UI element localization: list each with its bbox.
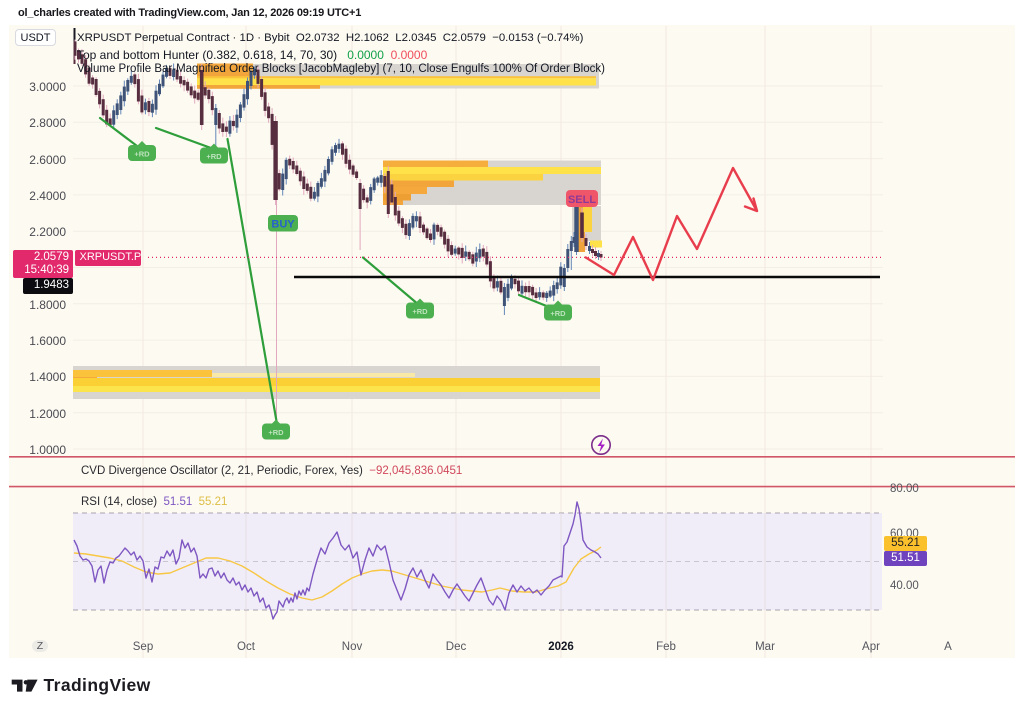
svg-text:+RD: +RD: [550, 309, 566, 318]
svg-text:TradingView: TradingView: [44, 675, 151, 695]
svg-text:BUY: BUY: [271, 219, 295, 231]
svg-text:+RD: +RD: [134, 150, 150, 159]
svg-text:+RD: +RD: [268, 428, 284, 437]
svg-text:+RD: +RD: [412, 307, 428, 316]
svg-text:SELL: SELL: [568, 194, 596, 206]
svg-text:+RD: +RD: [206, 152, 222, 161]
